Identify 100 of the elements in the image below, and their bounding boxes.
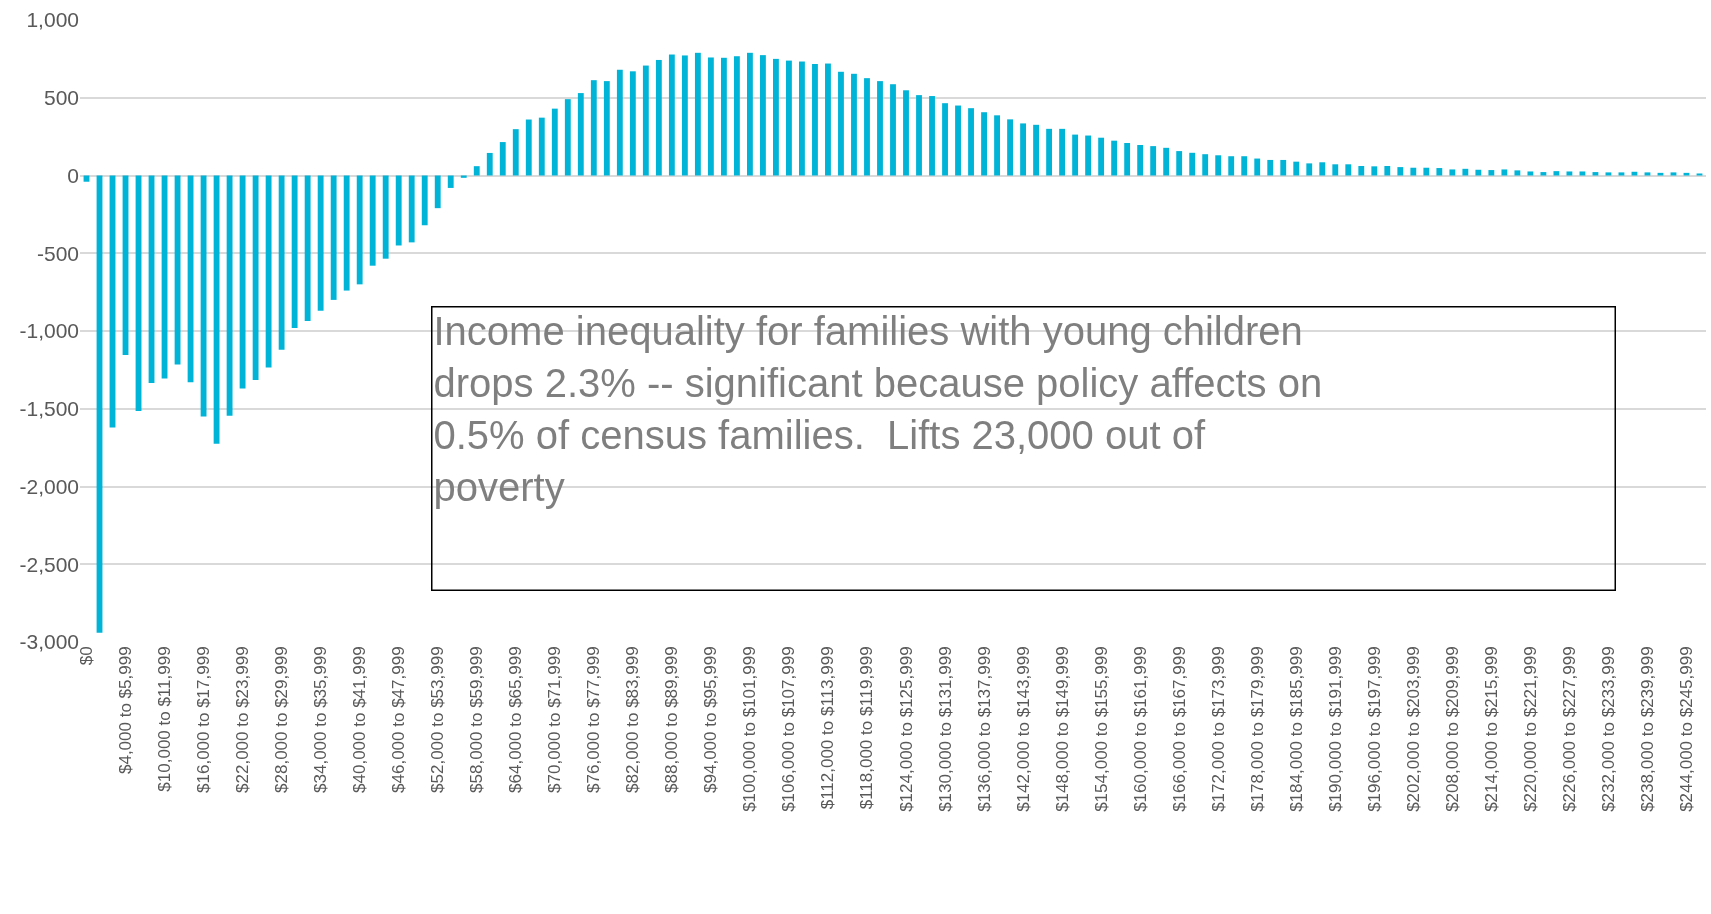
bar xyxy=(655,59,662,176)
x-tick-label: $244,000 to $245,999 xyxy=(1677,646,1697,812)
bar xyxy=(317,175,324,311)
bar xyxy=(1098,137,1105,176)
bar xyxy=(1566,171,1573,176)
bar xyxy=(291,175,298,328)
bar xyxy=(1176,151,1183,176)
bar xyxy=(525,119,532,176)
bar xyxy=(616,69,623,176)
bar xyxy=(1085,135,1092,176)
bar xyxy=(851,73,857,176)
bar xyxy=(955,105,961,176)
bar xyxy=(681,55,688,176)
bar xyxy=(759,55,766,176)
x-tick-label: $190,000 to $191,999 xyxy=(1325,646,1345,812)
y-tick-label: -3,000 xyxy=(19,630,79,654)
bar xyxy=(733,56,740,176)
bar xyxy=(382,175,389,259)
x-tick-label: $148,000 to $149,999 xyxy=(1052,646,1072,812)
x-tick-label: $112,000 to $113,999 xyxy=(818,646,838,810)
bar xyxy=(434,175,441,209)
x-tick-label: $0 xyxy=(77,646,97,666)
x-tick-label: $16,000 to $17,999 xyxy=(194,646,214,793)
bar xyxy=(226,175,233,416)
bar xyxy=(903,90,909,176)
bar xyxy=(486,152,493,176)
bar xyxy=(252,175,259,380)
x-tick-label: $82,000 to $83,999 xyxy=(623,646,643,793)
bar xyxy=(1228,156,1235,176)
y-tick-label: 500 xyxy=(43,86,79,110)
bar xyxy=(1215,155,1222,176)
x-tick-label: $214,000 to $215,999 xyxy=(1481,646,1501,812)
bar xyxy=(1293,161,1300,176)
bar xyxy=(629,71,636,176)
bar xyxy=(916,95,922,176)
bar xyxy=(265,175,272,368)
x-tick-label: $160,000 to $161,999 xyxy=(1130,646,1150,812)
bar xyxy=(1540,172,1547,176)
y-tick-label: -500 xyxy=(36,241,79,265)
x-tick-label: $232,000 to $233,999 xyxy=(1598,646,1618,812)
x-tick-label: $88,000 to $89,999 xyxy=(662,646,682,793)
y-tick-label: 0 xyxy=(67,163,79,187)
bar xyxy=(603,81,610,176)
bar xyxy=(694,52,701,176)
bar xyxy=(551,108,558,176)
bar xyxy=(1267,159,1274,176)
bar xyxy=(1202,154,1209,176)
bar xyxy=(1553,171,1560,176)
bar xyxy=(304,175,311,321)
y-tick-label: -2,500 xyxy=(19,552,79,576)
bar xyxy=(994,115,1000,176)
x-tick-label: $130,000 to $131,999 xyxy=(935,646,955,812)
bar xyxy=(1007,119,1013,176)
bar xyxy=(864,78,870,176)
bar xyxy=(200,175,207,417)
x-tick-label: $196,000 to $197,999 xyxy=(1364,646,1384,812)
x-tick-label: $142,000 to $143,999 xyxy=(1013,646,1033,812)
bar xyxy=(1618,172,1625,176)
bar xyxy=(278,175,285,350)
x-tick-label: $100,000 to $101,999 xyxy=(740,646,760,812)
x-tick-label: $76,000 to $77,999 xyxy=(584,646,604,793)
bar xyxy=(1592,172,1599,176)
x-tick-label: $208,000 to $209,999 xyxy=(1442,646,1462,812)
x-tick-label: $178,000 to $179,999 xyxy=(1247,646,1267,812)
y-tick-label: -1,500 xyxy=(19,397,79,421)
bar xyxy=(590,80,597,176)
x-tick-label: $94,000 to $95,999 xyxy=(701,646,721,793)
bar xyxy=(421,175,428,226)
x-tick-label: $10,000 to $11,999 xyxy=(155,646,175,792)
x-tick-label: $220,000 to $221,999 xyxy=(1520,646,1540,812)
bar xyxy=(408,175,415,243)
x-tick-label: $70,000 to $71,999 xyxy=(545,646,565,793)
x-tick-label: $52,000 to $53,999 xyxy=(428,646,448,793)
x-tick-label: $64,000 to $65,999 xyxy=(506,646,526,793)
bar xyxy=(1488,170,1495,176)
bar xyxy=(499,142,506,176)
x-tick-label: $172,000 to $173,999 xyxy=(1208,646,1228,812)
bar xyxy=(1423,167,1430,176)
bar xyxy=(1644,172,1651,176)
bar xyxy=(1033,124,1040,176)
bar xyxy=(1670,172,1677,176)
bar xyxy=(642,65,649,176)
bar xyxy=(1111,140,1118,176)
bar xyxy=(877,81,883,176)
bar xyxy=(1501,169,1508,176)
bar xyxy=(1189,152,1196,176)
bar xyxy=(1020,123,1027,176)
bar xyxy=(343,175,350,291)
bar xyxy=(395,175,402,246)
x-tick-label: $4,000 to $5,999 xyxy=(116,646,136,775)
x-tick-label: $202,000 to $203,999 xyxy=(1403,646,1423,812)
bar xyxy=(746,52,753,176)
bar xyxy=(1683,172,1690,176)
bar xyxy=(1605,172,1612,176)
bar xyxy=(1696,173,1703,176)
bar xyxy=(773,58,779,176)
bar xyxy=(538,117,545,176)
x-tick-label: $238,000 to $239,999 xyxy=(1637,646,1657,812)
bar xyxy=(1046,128,1053,176)
x-tick-label: $22,000 to $23,999 xyxy=(233,646,253,793)
